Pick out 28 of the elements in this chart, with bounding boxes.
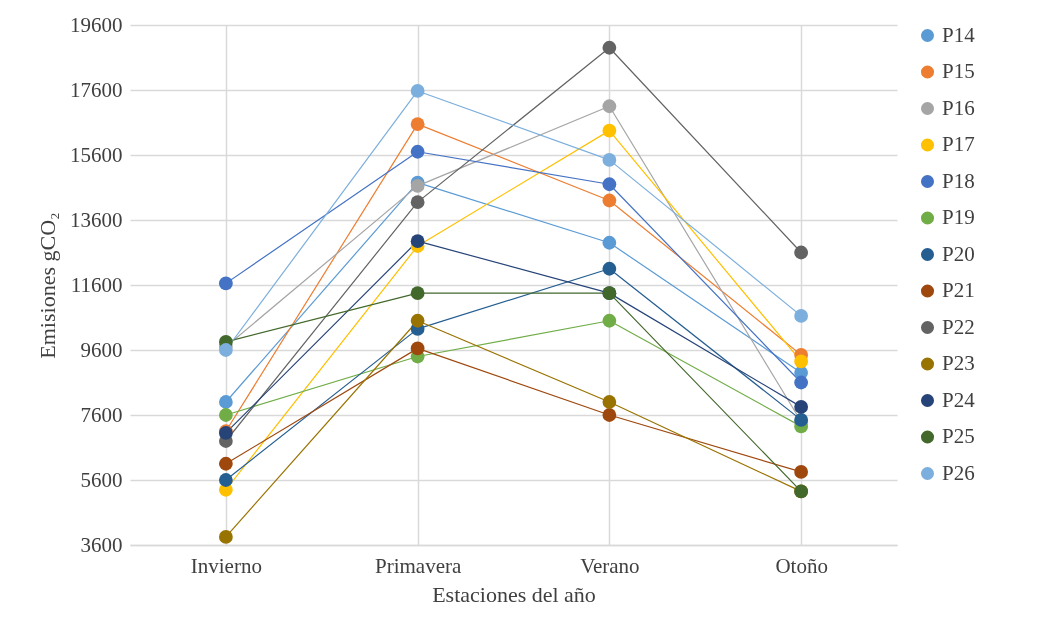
- legend-label: P18: [942, 168, 975, 193]
- x-axis-title: Estaciones del año: [432, 581, 596, 607]
- y-tick-label: 3600: [80, 532, 123, 557]
- legend-label: P25: [942, 424, 975, 448]
- y-tick-label: 7600: [80, 402, 123, 427]
- legend-label: P15: [942, 59, 975, 83]
- legend-label: P14: [942, 22, 976, 47]
- legend-label: P20: [942, 241, 975, 266]
- x-tick-label: Verano: [580, 553, 640, 578]
- x-tick-label: Invierno: [190, 553, 262, 578]
- legend-label: P24: [942, 387, 976, 412]
- y-tick-label: 15600: [70, 142, 123, 167]
- y-tick-label: 13600: [70, 207, 123, 232]
- legend-label: P26: [942, 460, 975, 485]
- x-tick-label: Primavera: [374, 553, 462, 578]
- x-tick-label: Otoño: [775, 553, 828, 578]
- y-tick-label: 17600: [70, 77, 123, 102]
- legend-label: P19: [942, 205, 975, 229]
- legend-label: P23: [942, 351, 975, 375]
- y-tick-label: 5600: [80, 467, 123, 492]
- y-tick-label: 9600: [80, 337, 123, 362]
- y-tick-label: 11600: [70, 272, 123, 297]
- legend-label: P21: [942, 278, 975, 302]
- y-axis-title: Emisiones gCO₂: [35, 212, 60, 359]
- y-tick-label: 19600: [70, 12, 123, 37]
- legend-label: P17: [942, 132, 975, 156]
- legend-label: P16: [942, 95, 975, 120]
- legend-label: P22: [942, 314, 975, 339]
